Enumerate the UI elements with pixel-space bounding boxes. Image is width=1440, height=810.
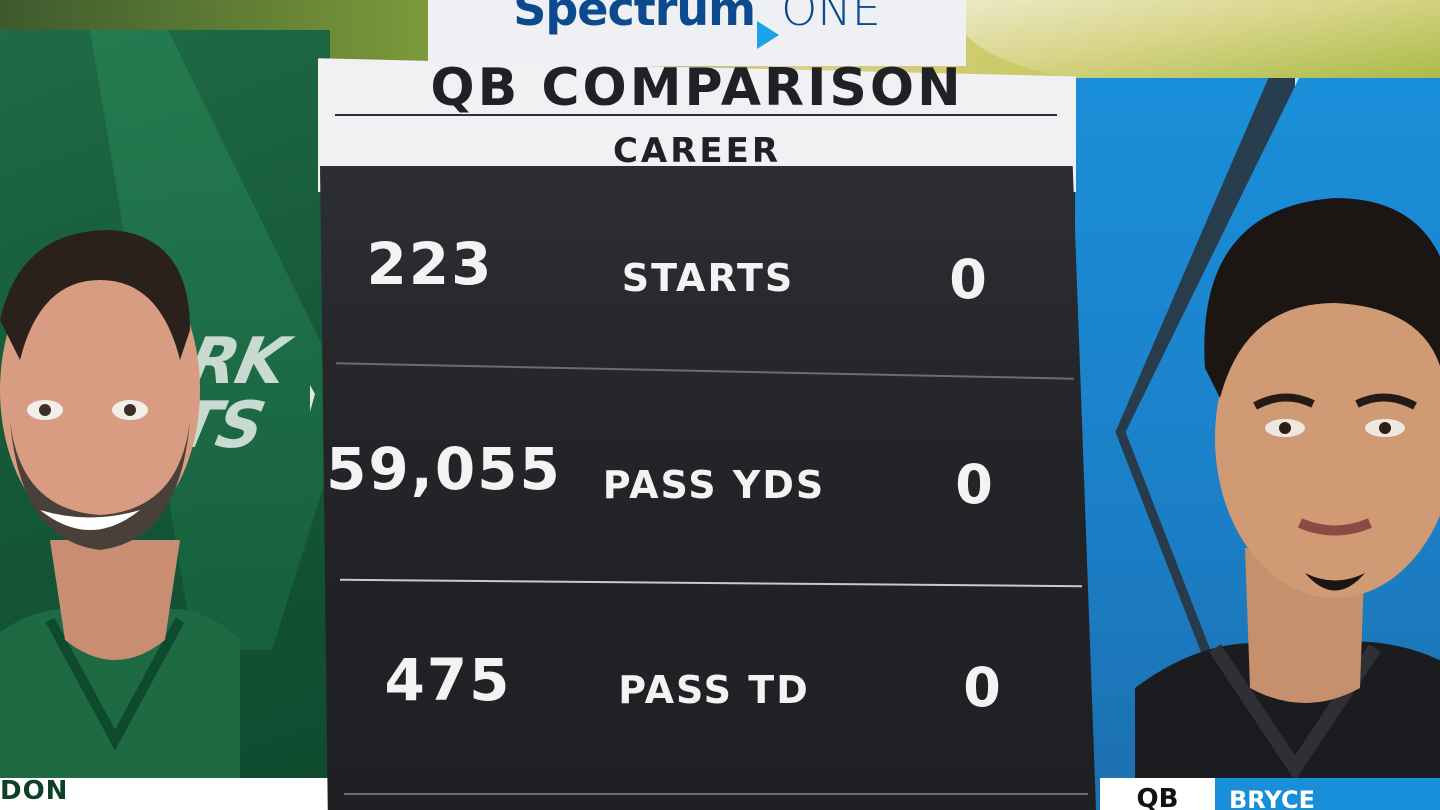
network-logo-suffix: ONE (781, 0, 881, 36)
stats-panel (320, 166, 1096, 810)
left-player-photo (0, 230, 240, 810)
right-player-name-bar: QB BRYCE (1100, 778, 1440, 810)
right-player-stat: 0 (963, 656, 1001, 719)
left-player-stat: 59,055 (326, 435, 562, 503)
left-player-panel: RK TS DON (0, 30, 330, 810)
stat-row-pass-td: 475 PASS TD 0 (320, 600, 1096, 760)
right-player-panel: QB BRYCE (1075, 78, 1440, 810)
play-triangle-icon (757, 20, 780, 49)
network-logo-name: Spectrum (513, 0, 756, 36)
graphic-subtitle: CAREER (612, 131, 782, 171)
right-player-stat: 0 (949, 248, 987, 311)
left-player-name: DON (0, 776, 69, 806)
stat-label: STARTS (621, 256, 795, 300)
stat-row-pass-yds: 59,055 PASS YDS 0 (320, 395, 1096, 555)
right-player-stat: 0 (955, 453, 993, 516)
left-player-stat: 223 (366, 230, 494, 298)
stat-label: PASS TD (618, 668, 810, 712)
network-logo: Spectrum ONE (428, 0, 966, 66)
left-player-stat: 475 (384, 646, 512, 714)
right-player-position: QB (1100, 778, 1215, 810)
stat-label: PASS YDS (602, 463, 826, 507)
right-player-photo (1135, 198, 1440, 810)
graphic-title: QB COMPARISON (430, 58, 964, 118)
left-player-name-bar: DON (0, 776, 330, 810)
title-divider (335, 114, 1057, 116)
right-player-first-name: BRYCE (1215, 778, 1440, 810)
row-divider (344, 793, 1088, 795)
stat-row-starts: 223 STARTS 0 (320, 190, 1096, 350)
